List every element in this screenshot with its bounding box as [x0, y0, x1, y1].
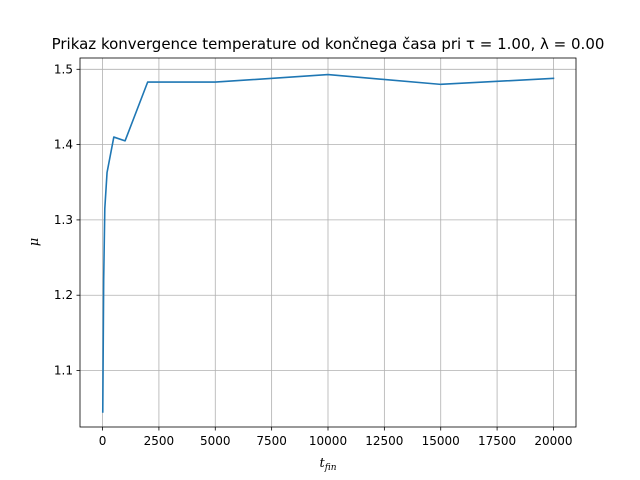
y-tick-label: 1.3	[54, 213, 73, 227]
x-tick-label: 20000	[534, 434, 572, 448]
y-axis-label: μ	[27, 238, 42, 246]
y-tick-label: 1.4	[54, 138, 73, 152]
x-tick-label: 0	[99, 434, 107, 448]
x-axis-label-sub: fin	[324, 463, 337, 473]
x-tick-label: 12500	[365, 434, 403, 448]
x-axis-label-main: t	[319, 456, 325, 471]
y-tick-label: 1.1	[54, 364, 73, 378]
x-tick-label: 15000	[422, 434, 460, 448]
series-line	[101, 73, 555, 413]
series-group	[101, 73, 555, 413]
x-tick-label: 2500	[144, 434, 175, 448]
x-tick-label: 7500	[256, 434, 287, 448]
y-axis: 1.1 1.2 1.3 1.4 1.5	[54, 62, 80, 378]
x-tick-label: 10000	[309, 434, 347, 448]
y-tick-label: 1.5	[54, 62, 73, 76]
x-tick-label: 5000	[200, 434, 231, 448]
x-tick-label: 17500	[478, 434, 516, 448]
x-axis: 0 2500 5000 7500 10000 12500 15000 17500 20000	[99, 427, 573, 448]
grid	[80, 58, 576, 427]
x-axis-label: tfin	[319, 456, 336, 473]
chart-title: Prikaz konvergence temperature od končne…	[52, 35, 605, 53]
y-tick-label: 1.2	[54, 288, 73, 302]
